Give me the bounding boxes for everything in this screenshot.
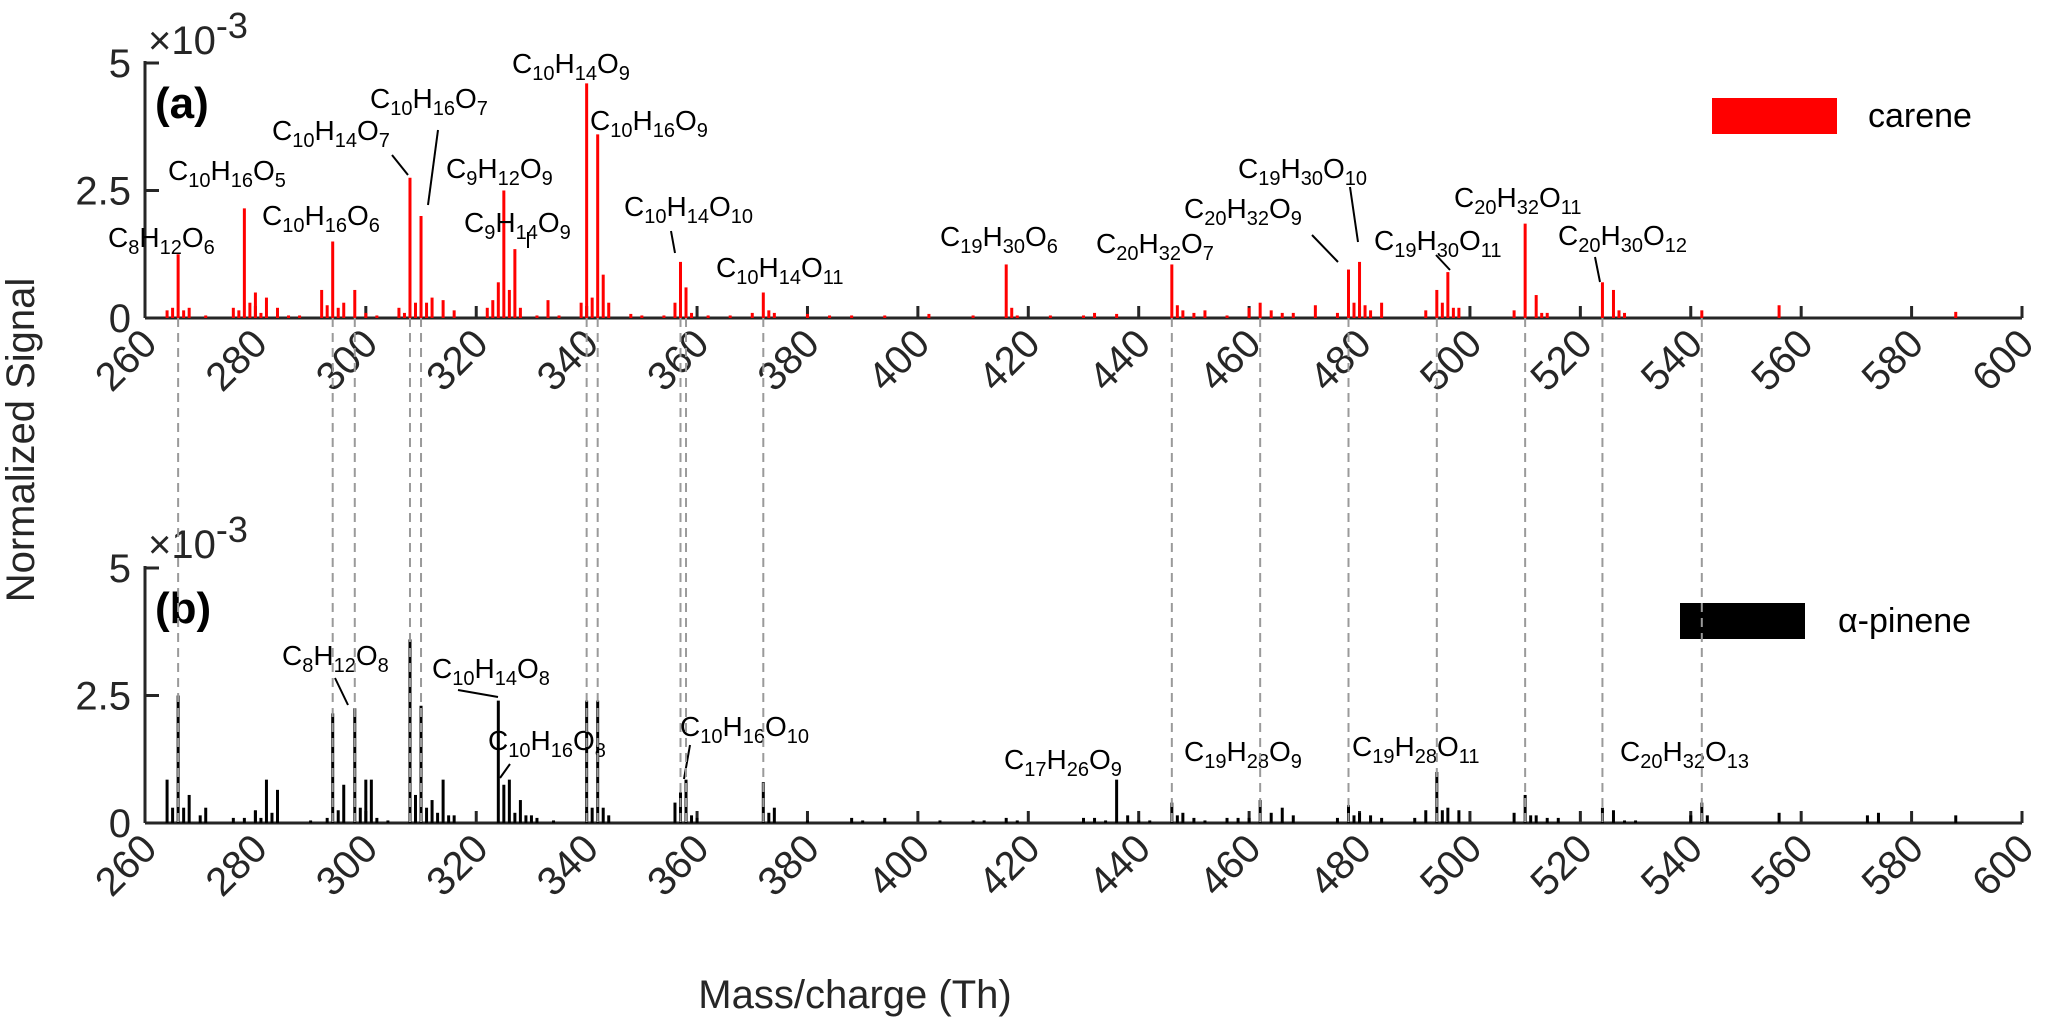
legend-swatch-a bbox=[1712, 98, 1837, 134]
x-tick-label-a: 480 bbox=[1302, 321, 1380, 399]
formula-annotation-a: C9H14O9 bbox=[464, 207, 571, 244]
formula-annotation-a: C10H16O7 bbox=[370, 83, 488, 120]
y-multiplier-b: ×10-3 bbox=[148, 509, 248, 567]
legend-label-b: α-pinene bbox=[1838, 602, 1971, 640]
formula-annotation-b: C17H26O9 bbox=[1004, 744, 1122, 781]
x-tick-label-a: 500 bbox=[1412, 321, 1490, 399]
x-tick-label-b: 420 bbox=[970, 826, 1048, 904]
panel-b-alpha-pinene: 0 2.5 5 ×10-3 260 280 300 320 340 360 380 400 420 440… bbox=[75, 509, 2042, 905]
x-tick-label-a: 560 bbox=[1743, 321, 1821, 399]
x-tick-label-b: 340 bbox=[529, 826, 607, 904]
x-tick-label-a: 320 bbox=[418, 321, 496, 399]
formula-annotation-a: C19H30O10 bbox=[1238, 153, 1367, 190]
x-tick-label-b: 560 bbox=[1743, 826, 1821, 904]
x-tick-label-b: 500 bbox=[1412, 826, 1490, 904]
legend-label-a: carene bbox=[1868, 97, 1972, 135]
formula-annotation-b: C10H16O8 bbox=[488, 725, 606, 762]
formula-annotation-b: C20H32O13 bbox=[1620, 736, 1749, 773]
y-tick-label-b: 2.5 bbox=[75, 675, 131, 719]
annotation-leader-a bbox=[1594, 256, 1601, 283]
formula-annotation-a: C10H14O11 bbox=[716, 252, 844, 289]
x-tick-label-a: 420 bbox=[970, 321, 1048, 399]
annotation-leader-a bbox=[670, 230, 676, 254]
y-tick-label-a: 5 bbox=[109, 42, 131, 86]
formula-annotation-a: C20H32O7 bbox=[1096, 228, 1214, 265]
x-tick-label-b: 360 bbox=[639, 826, 717, 904]
panel-label-a: (a) bbox=[155, 79, 209, 128]
x-tick-label-b: 440 bbox=[1081, 826, 1159, 904]
formula-annotation-a: C19H30O6 bbox=[940, 221, 1058, 258]
formula-annotation-a: C19H30O11 bbox=[1374, 225, 1502, 262]
x-tick-label-b: 600 bbox=[1964, 826, 2042, 904]
x-axis-label: Mass/charge (Th) bbox=[698, 973, 1011, 1017]
y-tick-label-b: 0 bbox=[109, 802, 131, 846]
x-tick-label-a: 340 bbox=[529, 321, 607, 399]
formula-annotation-b: C10H16O10 bbox=[680, 711, 809, 748]
x-tick-label-a: 300 bbox=[308, 321, 386, 399]
x-tick-label-a: 380 bbox=[750, 321, 828, 399]
x-tick-label-a: 440 bbox=[1081, 321, 1159, 399]
formula-annotation-a: C9H12O9 bbox=[446, 153, 553, 190]
formula-annotation-a: C10H14O7 bbox=[272, 115, 390, 152]
formula-annotation-b: C10H14O8 bbox=[432, 653, 550, 690]
x-tick-label-b: 260 bbox=[87, 826, 165, 904]
y-axis-label: Normalized Signal bbox=[0, 278, 43, 603]
shared-peak-guide-lines bbox=[177, 318, 1703, 823]
x-tick-label-a: 580 bbox=[1854, 321, 1932, 399]
x-tick-label-a: 280 bbox=[197, 321, 275, 399]
x-tick-label-a: 360 bbox=[639, 321, 717, 399]
formula-annotation-a: C10H16O6 bbox=[262, 200, 380, 237]
x-tick-label-b: 580 bbox=[1854, 826, 1932, 904]
formula-annotation-a: C10H16O5 bbox=[168, 155, 286, 192]
formula-annotation-a: C10H14O9 bbox=[512, 48, 630, 85]
annotation-leader-a bbox=[1435, 254, 1451, 271]
x-tick-label-b: 480 bbox=[1302, 826, 1380, 904]
x-tick-label-b: 320 bbox=[418, 826, 496, 904]
formula-annotation-b: C8H12O8 bbox=[282, 640, 389, 677]
annotation-leader-a bbox=[391, 154, 409, 176]
annotation-leader-b bbox=[457, 689, 499, 698]
x-tick-label-b: 520 bbox=[1522, 826, 1600, 904]
formula-annotation-b: C19H28O9 bbox=[1184, 736, 1302, 773]
formula-annotation-a: C20H32O11 bbox=[1454, 182, 1582, 219]
x-tick-label-a: 600 bbox=[1964, 321, 2042, 399]
formula-annotation-a: C10H16O9 bbox=[590, 105, 708, 142]
x-tick-label-b: 280 bbox=[197, 826, 275, 904]
y-tick-label-b: 5 bbox=[109, 547, 131, 591]
x-tick-label-b: 460 bbox=[1191, 826, 1269, 904]
panel-a-carene: 0 2.5 5 ×10-3 260 280 300 320 340 360 380 400 420 440… bbox=[75, 5, 2042, 400]
x-tick-label-a: 540 bbox=[1633, 321, 1711, 399]
y-tick-label-a: 2.5 bbox=[75, 170, 131, 214]
formula-annotation-a: C8H12O6 bbox=[108, 222, 215, 259]
formula-annotation-a: C10H14O10 bbox=[624, 191, 753, 228]
formula-annotation-b: C19H28O11 bbox=[1352, 731, 1480, 768]
x-tick-label-b: 380 bbox=[750, 826, 828, 904]
y-multiplier-a: ×10-3 bbox=[148, 5, 248, 63]
x-tick-label-b: 540 bbox=[1633, 826, 1711, 904]
annotation-leader-a bbox=[1311, 234, 1339, 263]
x-tick-label-a: 460 bbox=[1191, 321, 1269, 399]
x-tick-label-b: 400 bbox=[860, 826, 938, 904]
annotation-leader-b bbox=[334, 677, 349, 706]
formula-annotation-a: C20H30O12 bbox=[1558, 220, 1687, 257]
formula-annotation-a: C20H32O9 bbox=[1184, 193, 1302, 230]
y-tick-label-a: 0 bbox=[109, 297, 131, 341]
annotation-leader-a bbox=[1349, 186, 1359, 243]
x-tick-label-a: 520 bbox=[1522, 321, 1600, 399]
annotation-leader-a bbox=[427, 129, 439, 206]
x-tick-label-b: 300 bbox=[308, 826, 386, 904]
x-tick-label-a: 400 bbox=[860, 321, 938, 399]
panel-label-b: (b) bbox=[155, 584, 211, 633]
legend-swatch-b bbox=[1680, 603, 1805, 639]
x-tick-label-a: 260 bbox=[87, 321, 165, 399]
annotation-leader-b bbox=[499, 763, 511, 779]
